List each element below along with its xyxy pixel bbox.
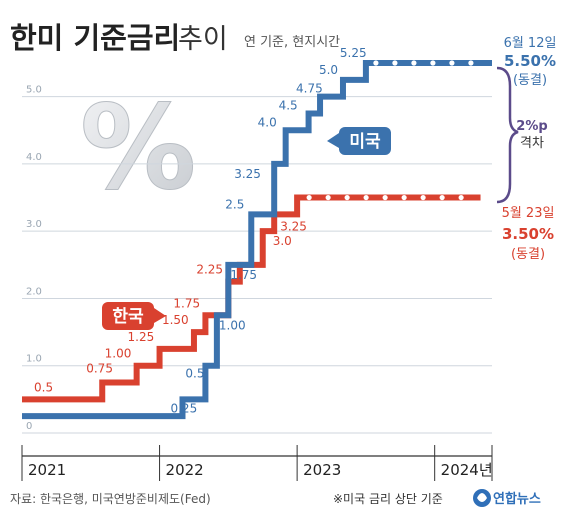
percent-icon: % bbox=[80, 81, 196, 216]
hold-marker bbox=[325, 194, 331, 201]
data-label: 0.5 bbox=[185, 367, 204, 381]
us-annotation-date: 6월 12일 bbox=[504, 36, 557, 51]
y-tick-label: 3.0 bbox=[26, 219, 42, 230]
hold-marker bbox=[468, 60, 474, 66]
kr-badge: 한국 bbox=[102, 302, 166, 330]
data-label: 4.75 bbox=[296, 82, 323, 96]
hold-marker bbox=[401, 194, 407, 201]
data-label: 1.00 bbox=[105, 347, 132, 361]
data-label: 1.00 bbox=[219, 318, 246, 332]
data-label: 0.5 bbox=[34, 380, 53, 394]
us-series: 0.250.51.001.752.53.254.04.54.755.05.25 bbox=[22, 46, 492, 420]
x-tick-label: 2021 bbox=[28, 461, 66, 479]
us-badge-label: 미국 bbox=[349, 132, 381, 152]
hold-marker bbox=[392, 60, 398, 66]
kr-badge-label: 한국 bbox=[112, 307, 144, 327]
source-text: 자료: 한국은행, 미국연방준비제도(Fed) bbox=[10, 491, 211, 506]
data-label: 0.75 bbox=[86, 362, 113, 376]
y-axis-ticks: 0 1.0 2.0 3.0 4.0 5.0 bbox=[26, 85, 42, 432]
data-label: 5.25 bbox=[340, 46, 367, 60]
us-badge: 미국 bbox=[327, 127, 391, 155]
y-tick-label: 5.0 bbox=[26, 85, 42, 96]
data-label: 1.50 bbox=[162, 313, 189, 327]
chart-title: 한미 기준금리 bbox=[10, 21, 180, 55]
gap-label: 격차 bbox=[520, 136, 544, 151]
data-label: 5.0 bbox=[319, 63, 338, 77]
gap-value: 2%p bbox=[516, 119, 547, 134]
data-label: 4.5 bbox=[279, 98, 298, 112]
data-label: 1.75 bbox=[173, 296, 200, 310]
hold-marker bbox=[382, 194, 388, 201]
x-axis: 2021 2022 2023 2024년 bbox=[21, 445, 493, 481]
data-label: 2.25 bbox=[196, 263, 223, 277]
hold-marker bbox=[411, 60, 417, 66]
y-tick-label: 2.0 bbox=[26, 286, 42, 297]
y-tick-label: 4.0 bbox=[26, 152, 42, 163]
data-label: 1.75 bbox=[230, 268, 257, 282]
hold-marker bbox=[306, 194, 312, 201]
hold-marker bbox=[363, 194, 369, 201]
x-tick-label: 2022 bbox=[166, 461, 204, 479]
data-label: 1.25 bbox=[128, 330, 155, 344]
y-tick-label: 0 bbox=[26, 421, 32, 432]
series-line bbox=[22, 60, 492, 420]
kr-annotation-date: 5월 23일 bbox=[502, 206, 555, 221]
logo-text: 연합뉴스 bbox=[493, 491, 541, 507]
x-tick-label: 2024년 bbox=[441, 461, 493, 479]
hold-marker bbox=[458, 194, 464, 201]
us-annotation-value: 5.50% bbox=[504, 52, 556, 70]
hold-marker bbox=[420, 194, 426, 201]
data-label: 3.0 bbox=[273, 234, 292, 248]
us-annotation-status: (동결) bbox=[513, 73, 547, 88]
hold-marker bbox=[439, 194, 445, 201]
hold-marker bbox=[449, 60, 455, 66]
chart-subtitle: 연 기준, 현지시간 bbox=[244, 35, 340, 50]
chart-title-suffix: 추이 bbox=[178, 24, 228, 55]
data-label: 4.0 bbox=[258, 115, 277, 129]
yonhap-logo: 연합뉴스 bbox=[473, 489, 541, 507]
kr-annotation-value: 3.50% bbox=[502, 225, 554, 243]
data-label: 0.25 bbox=[170, 401, 197, 415]
gap-bracket bbox=[496, 66, 519, 204]
footnote: ※미국 금리 상단 기준 bbox=[333, 492, 443, 506]
hold-marker bbox=[430, 60, 436, 66]
y-tick-label: 1.0 bbox=[26, 354, 42, 365]
data-label: 3.25 bbox=[280, 219, 307, 233]
x-tick-label: 2023 bbox=[303, 461, 341, 479]
data-label: 2.5 bbox=[225, 197, 244, 211]
grid-lines bbox=[22, 96, 492, 434]
hold-marker bbox=[344, 194, 350, 201]
hold-marker bbox=[373, 60, 379, 66]
data-label: 3.25 bbox=[234, 167, 261, 181]
kr-annotation-status: (동결) bbox=[511, 247, 545, 262]
